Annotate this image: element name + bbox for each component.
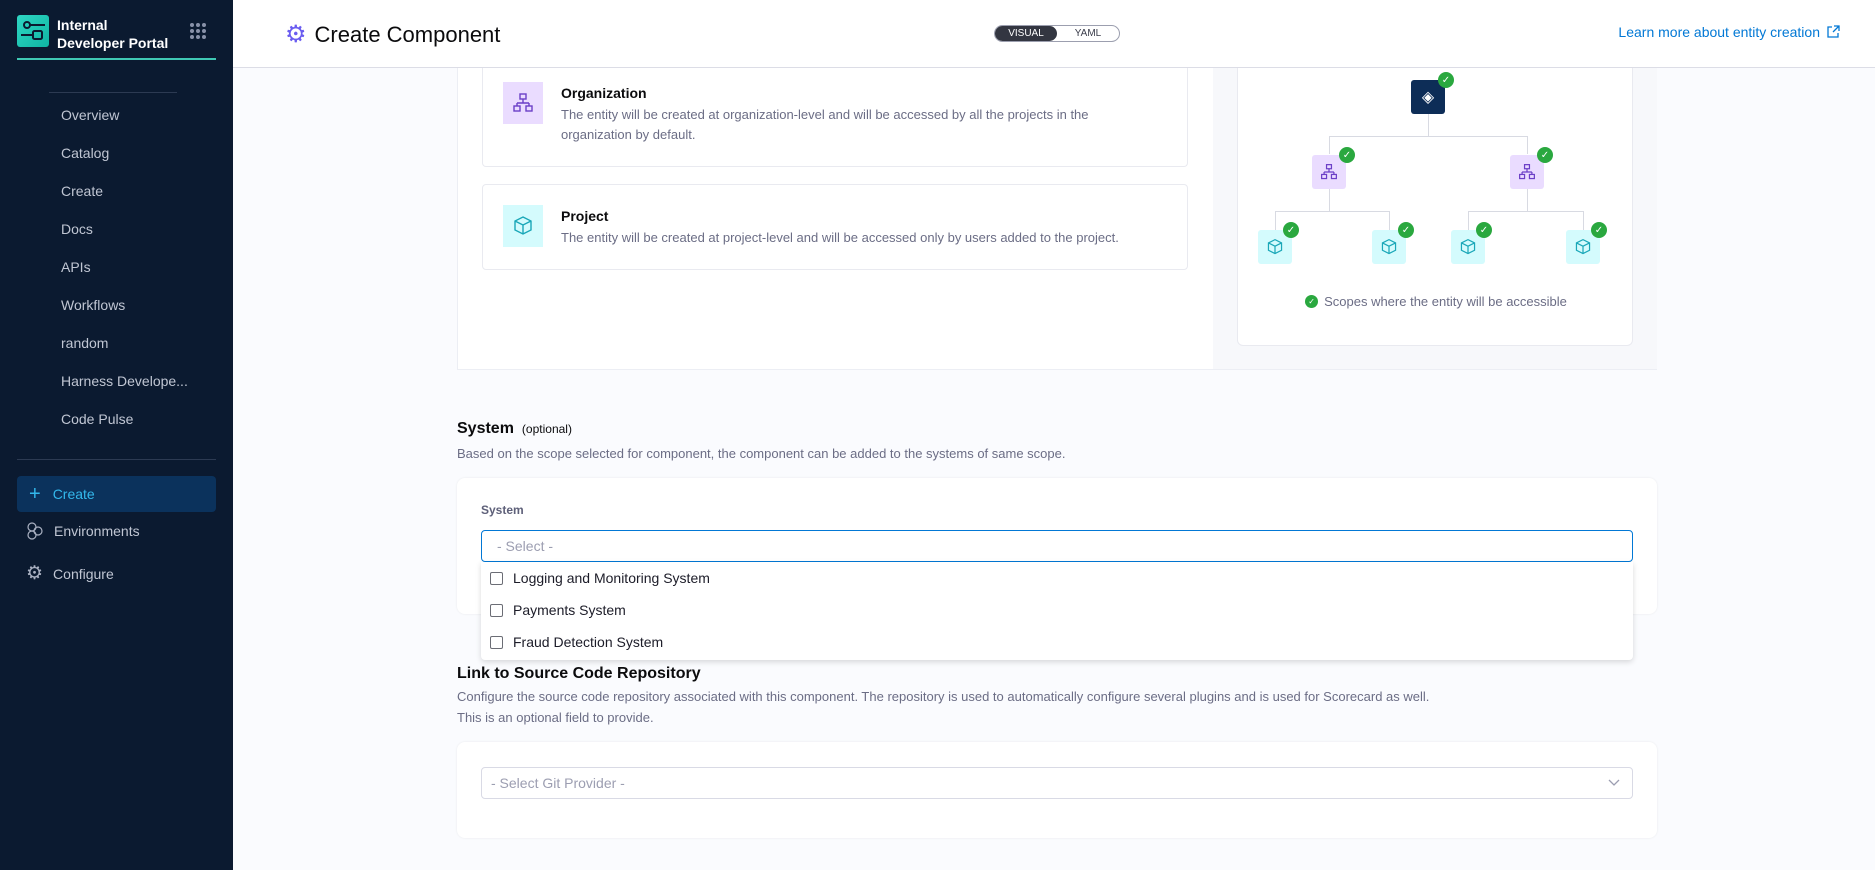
repo-desc: Configure the source code repository ass… [457,689,1430,704]
environments-icon [27,522,43,540]
system-option[interactable]: Payments System [481,594,1633,626]
sidebar-item-harness-developer[interactable]: Harness Develope... [61,373,188,389]
caption-text: Scopes where the entity will be accessib… [1324,294,1567,309]
create-label: Create [52,486,95,502]
sidebar-item-apis[interactable]: APIs [61,259,91,275]
environments-button[interactable]: Environments [26,522,140,540]
check-icon: ✓ [1283,222,1299,238]
configure-label: Configure [53,565,114,582]
chevron-down-icon [1608,779,1620,786]
sidebar: Internal Developer Portal Overview Catal… [0,0,233,870]
sidebar-item-create[interactable]: Create [61,183,104,199]
sidebar-item-workflows[interactable]: Workflows [61,297,126,313]
environments-label: Environments [54,523,140,539]
sidebar-item-overview[interactable]: Overview [61,107,120,123]
option-label: Fraud Detection System [513,634,664,650]
sidebar-item-code-pulse[interactable]: Code Pulse [61,411,134,427]
system-dropdown-menu: Logging and Monitoring System Payments S… [481,562,1633,660]
git-provider-placeholder: - Select Git Provider - [491,775,625,791]
git-provider-select[interactable]: - Select Git Provider - [481,767,1633,799]
sidebar-item-docs[interactable]: Docs [61,221,93,237]
organization-icon [1510,155,1544,189]
account-layers-icon: ◈ [1411,80,1445,114]
system-option[interactable]: Fraud Detection System [481,626,1633,658]
option-label: Logging and Monitoring System [513,570,710,586]
organization-title: Organization [561,85,647,101]
divider [49,92,177,93]
idp-logo-icon [17,15,49,47]
scope-diagram-panel: ◈ ✓ ✓ ✓ ✓ ✓ ✓ ✓ ✓ Scopes where the entit… [1213,68,1657,369]
check-icon: ✓ [1305,295,1319,308]
diagram-caption: ✓ Scopes where the entity will be access… [1238,294,1634,309]
check-icon: ✓ [1537,147,1553,163]
checkbox[interactable] [490,603,503,617]
page-header: ⚙ Create Component VISUAL YAML Learn mor… [233,0,1875,68]
create-button[interactable]: + Create [17,476,216,512]
option-label: Payments System [513,602,626,618]
system-heading: System (optional) [457,420,572,438]
scope-option-organization[interactable]: Organization The entity will be created … [482,68,1188,167]
brand-name: Internal Developer Portal [57,17,169,51]
configure-button[interactable]: ⚙ Configure [26,562,114,585]
external-link-icon [1827,25,1840,38]
app-grid-icon[interactable] [190,23,206,39]
system-select-input[interactable]: - Select - [481,530,1633,562]
scope-option-project[interactable]: Project The entity will be created at pr… [482,184,1188,270]
system-desc: Based on the scope selected for componen… [457,446,1066,461]
learn-more-link[interactable]: Learn more about entity creation [1618,24,1840,40]
project-cube-icon [503,205,543,247]
scope-diagram: ◈ ✓ ✓ ✓ ✓ ✓ ✓ ✓ ✓ Scopes where the entit… [1237,68,1633,346]
gear-icon: ⚙ [26,563,44,584]
organization-icon [503,82,543,124]
scope-section: Organization The entity will be created … [457,68,1657,370]
tab-yaml[interactable]: YAML [1074,28,1102,39]
system-label: System [481,503,524,517]
check-icon: ✓ [1339,147,1355,163]
tab-visual[interactable]: VISUAL [995,26,1057,41]
check-icon: ✓ [1591,222,1607,238]
organization-icon [1312,155,1346,189]
divider [17,459,216,460]
visual-yaml-toggle[interactable]: VISUAL YAML [994,25,1120,42]
project-title: Project [561,208,609,224]
repo-heading: Link to Source Code Repository [457,665,701,682]
check-icon: ✓ [1476,222,1492,238]
repo-optional-note: This is an optional field to provide. [457,710,654,725]
check-icon: ✓ [1438,72,1454,88]
system-option[interactable]: Logging and Monitoring System [481,562,1633,594]
organization-desc: The entity will be created at organizati… [561,107,1089,142]
optional-label: (optional) [521,422,572,436]
sidebar-item-catalog[interactable]: Catalog [61,145,110,161]
system-heading-text: System [457,420,514,437]
project-desc: The entity will be created at project-le… [561,230,1119,245]
project-cube-icon [1372,230,1406,264]
sidebar-item-random[interactable]: random [61,335,109,351]
checkbox[interactable] [490,635,503,649]
checkbox[interactable] [490,571,503,585]
plus-icon: + [29,483,41,505]
check-icon: ✓ [1398,222,1414,238]
gear-icon: ⚙ [285,21,307,48]
learn-more-text: Learn more about entity creation [1618,24,1820,40]
page-title-text: Create Component [314,21,501,47]
divider [17,58,216,60]
page-title: ⚙ Create Component [285,20,500,49]
